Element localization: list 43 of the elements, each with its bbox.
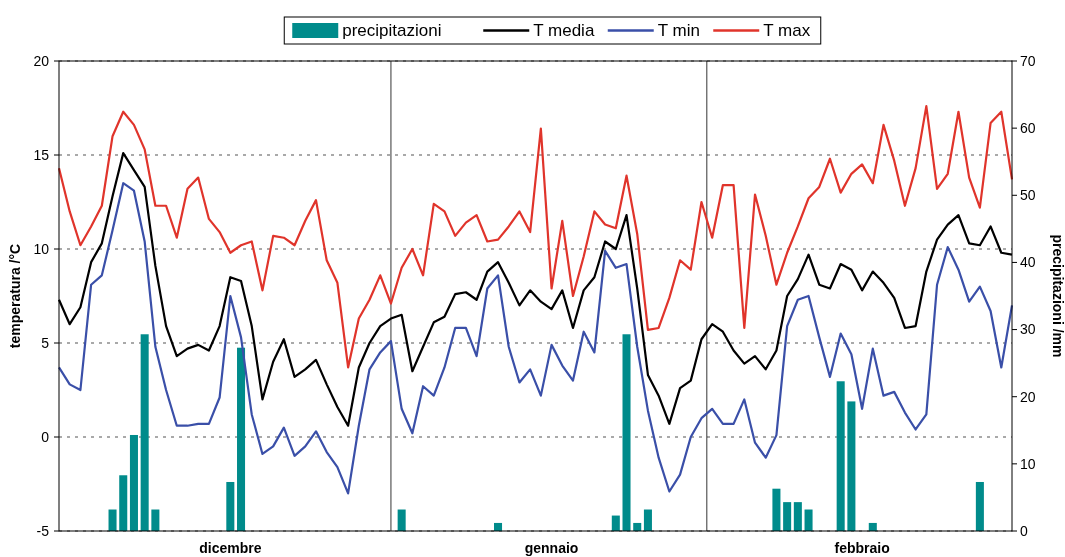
- y-tick-label: 5: [41, 334, 50, 351]
- bar: [836, 381, 845, 531]
- bar: [643, 509, 652, 531]
- bar: [237, 347, 246, 531]
- y-tick-label: 0: [41, 428, 50, 445]
- bar: [847, 401, 856, 531]
- x-tick-label: febbraio: [834, 540, 890, 556]
- bar: [772, 488, 781, 531]
- y-tick-label: -5: [36, 522, 50, 539]
- y2-tick-label: 30: [1020, 321, 1036, 338]
- y2-tick-label: 40: [1020, 254, 1036, 271]
- y2-tick-label: 10: [1020, 455, 1036, 472]
- bar: [119, 475, 128, 531]
- bar: [397, 509, 406, 531]
- bar: [622, 334, 631, 531]
- y2-tick-label: 20: [1020, 388, 1036, 405]
- y-tick-label: 15: [33, 146, 50, 163]
- x-tick-label: gennaio: [524, 540, 579, 556]
- y-axis-title: temperatura /°C: [7, 243, 23, 349]
- bar: [129, 434, 138, 531]
- line-series: [57, 105, 1014, 369]
- y2-tick-label: 0: [1020, 522, 1028, 539]
- legend-label: T min: [657, 21, 700, 41]
- bar: [108, 509, 117, 531]
- bar: [226, 481, 235, 531]
- legend-label: T max: [763, 21, 811, 41]
- bar: [611, 515, 620, 531]
- bar: [793, 502, 802, 531]
- y2-axis-title: precipitazioni /mm: [1050, 234, 1065, 358]
- y2-tick-label: 70: [1020, 52, 1036, 69]
- x-tick-label: dicembre: [199, 540, 262, 556]
- bar: [783, 502, 792, 531]
- bar: [975, 481, 984, 531]
- bar: [140, 334, 149, 531]
- line-series: [57, 182, 1014, 495]
- y-tick-label: 10: [33, 240, 50, 257]
- bar: [151, 509, 160, 531]
- legend-label: precipitazioni: [342, 21, 442, 41]
- bar: [804, 509, 813, 531]
- y-tick-label: 20: [33, 52, 50, 69]
- y2-tick-label: 60: [1020, 120, 1036, 137]
- legend-label: T media: [533, 21, 595, 41]
- y2-tick-label: 50: [1020, 187, 1036, 204]
